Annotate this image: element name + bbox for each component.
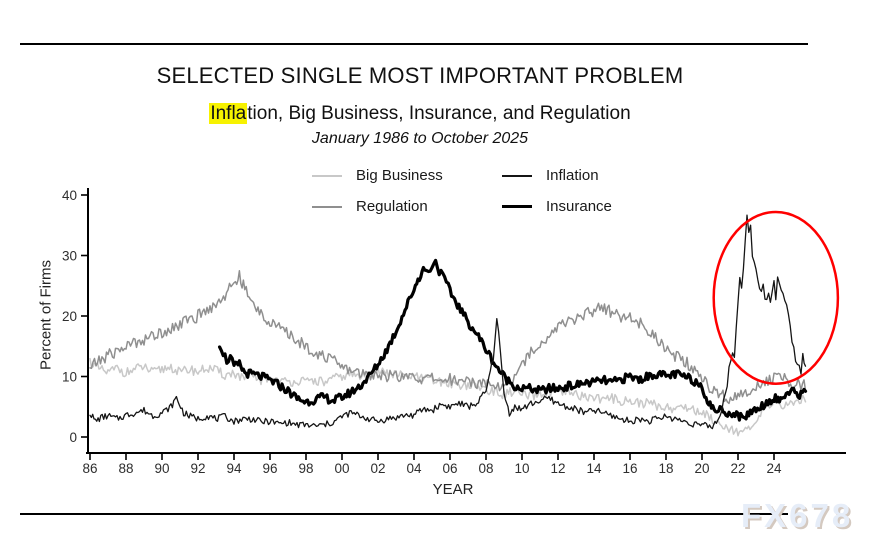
series-line-inflation [89, 214, 807, 430]
bottom-rule [20, 513, 788, 515]
x-tick-label: 14 [586, 461, 602, 476]
legend-label: Insurance [546, 198, 612, 215]
legend-item-inflation: Inflation [502, 167, 612, 184]
top-rule [20, 43, 808, 45]
legend-item-insurance: Insurance [502, 198, 612, 215]
legend-swatch-inflation [502, 174, 532, 177]
legend-item-big-business: Big Business [312, 167, 502, 184]
x-tick-label: 16 [622, 461, 637, 476]
legend-item-regulation: Regulation [312, 198, 502, 215]
legend-swatch-insurance [502, 205, 532, 208]
series-line-big-business [89, 357, 807, 437]
x-tick-label: 22 [730, 461, 745, 476]
x-tick-label: 88 [118, 461, 133, 476]
x-tick-label: 00 [334, 461, 349, 476]
date-range-label: January 1986 to October 2025 [311, 130, 529, 147]
series-line-insurance [218, 258, 808, 422]
y-axis-title: Percent of Firms [37, 259, 55, 371]
x-tick-label: 96 [262, 461, 277, 476]
x-tick-label: 18 [658, 461, 673, 476]
y-tick-label: 10 [62, 370, 77, 385]
highlighted-text: Infla [209, 103, 248, 124]
series-line-regulation [89, 270, 807, 405]
y-tick-label: 40 [62, 188, 77, 203]
legend-label: Big Business [356, 167, 443, 184]
watermark-fx678: FX678 [741, 497, 854, 534]
y-tick-label: 0 [69, 430, 77, 445]
chart-subtitle: Inflation, Big Business, Insurance, and … [0, 103, 840, 125]
x-tick-label: 20 [694, 461, 709, 476]
subtitle-rest: tion, Big Business, Insurance, and Regul… [247, 103, 631, 124]
x-tick-label: 12 [550, 461, 565, 476]
legend-label: Inflation [546, 167, 599, 184]
x-tick-label: 24 [766, 461, 782, 476]
y-tick-label: 20 [62, 309, 77, 324]
x-tick-label: 94 [226, 461, 242, 476]
x-tick-label: 10 [514, 461, 529, 476]
legend-swatch-big-business [312, 174, 342, 177]
chart-title: SELECTED SINGLE MOST IMPORTANT PROBLEM [156, 63, 684, 88]
y-tick-label: 30 [62, 249, 77, 264]
x-tick-label: 92 [190, 461, 205, 476]
x-tick-label: 98 [298, 461, 313, 476]
x-tick-label: 06 [442, 461, 457, 476]
legend-label: Regulation [356, 198, 428, 215]
annotation-ellipse [712, 210, 840, 386]
x-axis-title: YEAR [432, 481, 474, 498]
chart-legend: Big Business Inflation Regulation Insurance [312, 167, 612, 215]
x-tick-label: 08 [478, 461, 493, 476]
x-tick-label: 04 [406, 461, 422, 476]
legend-swatch-regulation [312, 205, 342, 208]
x-tick-label: 02 [370, 461, 385, 476]
x-tick-label: 90 [154, 461, 169, 476]
x-tick-label: 86 [82, 461, 97, 476]
